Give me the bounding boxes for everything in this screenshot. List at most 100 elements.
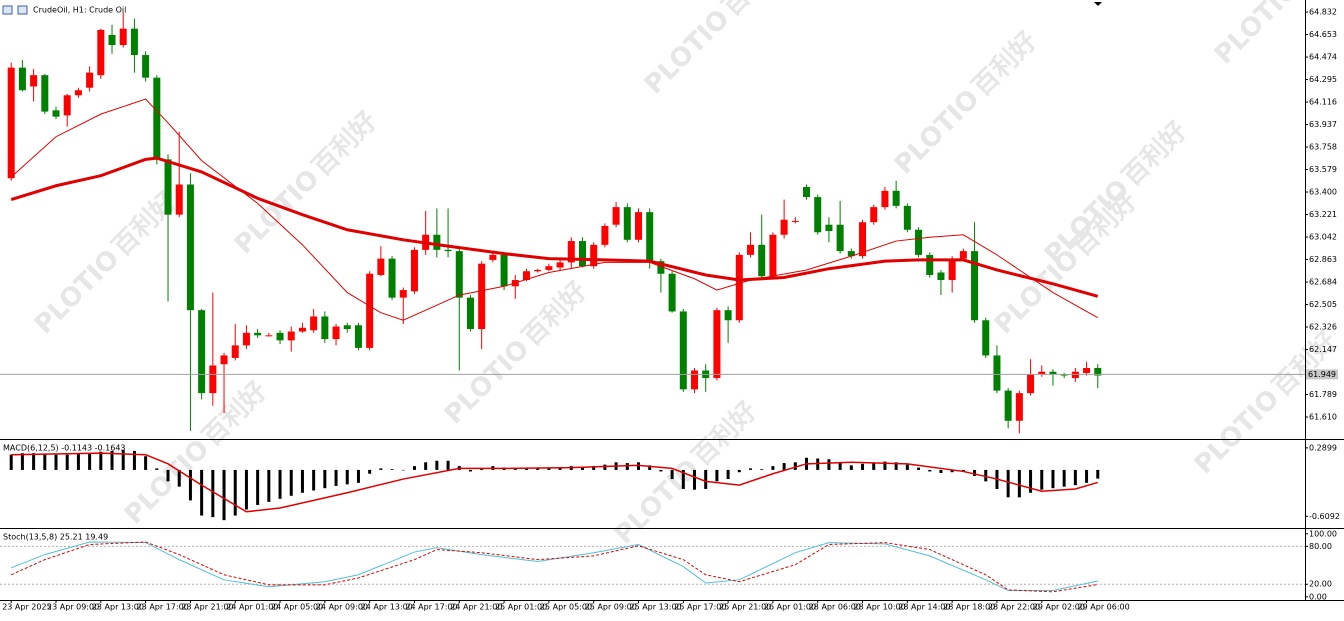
y-tick-label: 62.505 [1309, 300, 1337, 309]
macd-bar [32, 453, 36, 470]
macd-bar [1017, 469, 1021, 498]
candle-body [478, 263, 486, 330]
candle-body [1015, 393, 1023, 421]
macd-bar [468, 469, 472, 472]
candle-body [881, 190, 889, 208]
candle-body [534, 269, 542, 272]
candle-body [948, 258, 956, 281]
macd-bar [580, 466, 584, 470]
macd-bar [289, 469, 293, 496]
macd-bar [233, 469, 237, 516]
macd-bar [222, 469, 226, 521]
candle-body [713, 310, 721, 379]
candle-body [186, 184, 194, 311]
macd-bar [861, 463, 865, 470]
candle-body [747, 244, 755, 255]
macd-bar [54, 454, 58, 470]
y-tick-label: 64.116 [1309, 98, 1337, 107]
x-tick-label: 25 Apr 09:00 [585, 603, 637, 612]
shift-marker [1094, 2, 1102, 6]
macd-bar [312, 469, 316, 491]
candle-body [926, 254, 934, 275]
macd-bar [670, 469, 674, 480]
macd-bar [155, 468, 159, 470]
macd-bar [681, 469, 685, 489]
y-tick-label: 63.579 [1309, 165, 1337, 174]
x-tick-label: 23 Apr 2025 [2, 603, 51, 612]
macd-bar [905, 464, 909, 470]
y-tick-label: 63.758 [1309, 143, 1337, 152]
stoch-line [11, 541, 1098, 592]
timeframe-icon[interactable] [17, 5, 28, 15]
last-price-box [1306, 369, 1338, 380]
macd-bar [558, 467, 562, 470]
candle-body [63, 95, 71, 116]
macd-bar [827, 459, 831, 470]
macd-bar [76, 453, 80, 470]
moving-average [10, 98, 1099, 321]
candle-body [18, 67, 26, 91]
candle-body [1049, 371, 1057, 375]
candle-body [52, 110, 60, 117]
macd-bar [356, 469, 360, 483]
y-tick-label: 64.474 [1309, 53, 1337, 62]
macd-bar [524, 468, 528, 470]
candle-body [198, 310, 206, 394]
macd-bar [704, 469, 708, 489]
x-tick-label: 25 Apr 01:00 [495, 603, 547, 612]
candle-body [791, 220, 799, 222]
macd-bar [1085, 469, 1089, 483]
y-tick-label: 63.400 [1309, 188, 1337, 197]
macd-bar [547, 468, 551, 470]
symbol-icon[interactable] [2, 5, 13, 15]
candle-body [489, 254, 497, 260]
macd-bar [278, 469, 282, 499]
x-tick-label: 25 Apr 21:00 [719, 603, 771, 612]
candle-body [30, 75, 38, 87]
candle-body [758, 244, 766, 277]
candle-body [859, 222, 867, 257]
candle-body [590, 244, 598, 267]
y-tick-label: -0.6092 [1309, 512, 1340, 521]
candle-body [276, 332, 284, 341]
candle-body [366, 273, 374, 348]
candle-body [377, 258, 385, 275]
macd-bar [244, 469, 248, 510]
candle-body [298, 327, 306, 332]
macd-bar [166, 469, 170, 482]
macd-bar [961, 469, 965, 472]
candle-body [220, 355, 228, 365]
macd-bar [401, 469, 405, 471]
candle-body [567, 241, 575, 263]
candle-body [399, 290, 407, 298]
macd-bar [88, 453, 92, 470]
macd-bar [648, 465, 652, 470]
candle-body [287, 331, 295, 341]
candle-body [231, 345, 239, 358]
macd-bar [625, 463, 629, 470]
candle-body [1083, 367, 1091, 374]
x-tick-label: 28 Apr 22:00 [988, 603, 1040, 612]
macd-bar [636, 462, 640, 470]
candle-body [892, 190, 900, 206]
macd-bar [300, 469, 304, 493]
candle-body [74, 90, 82, 96]
macd-bar [1073, 469, 1077, 486]
candle-body [836, 224, 844, 252]
x-tick-label: 25 Apr 05:00 [540, 603, 592, 612]
macd-bar [603, 464, 607, 470]
macd-bar [737, 469, 741, 473]
macd-bar [480, 468, 484, 470]
x-tick-label: 29 Apr 02:00 [1033, 603, 1085, 612]
macd-bar [267, 469, 271, 502]
macd-bar [659, 469, 663, 472]
candle-body [769, 234, 777, 277]
candle-body [321, 316, 329, 340]
candle-body [209, 365, 217, 394]
macd-bar [816, 458, 820, 470]
macd-bar [390, 469, 394, 470]
macd-bar [849, 465, 853, 470]
panel-title: Stoch(13,5,8) 25.21 19.49 [3, 533, 108, 542]
candle-body [1094, 367, 1102, 376]
y-tick-label: 61.789 [1309, 390, 1337, 399]
